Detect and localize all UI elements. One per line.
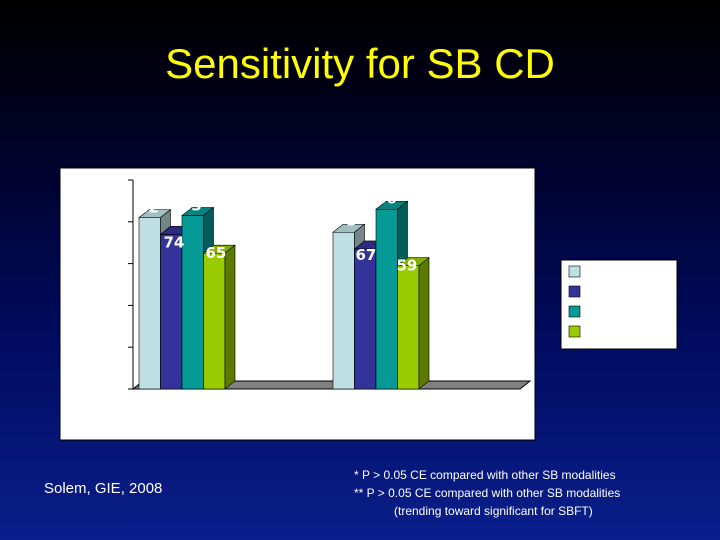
plot-area-background bbox=[59, 167, 536, 441]
y-tick-label: 0% bbox=[103, 382, 127, 398]
legend-box bbox=[560, 259, 678, 350]
y-tick-label: 40% bbox=[93, 298, 127, 314]
bar-cte-2 bbox=[332, 231, 355, 390]
legend-swatch bbox=[568, 305, 581, 318]
category-label: Present** bbox=[336, 420, 417, 438]
data-label: 59 bbox=[397, 257, 418, 275]
footnote-trend: (trending toward significant for SBFT) bbox=[394, 504, 593, 518]
bar-cte-1 bbox=[138, 217, 161, 390]
data-label: 75 bbox=[336, 211, 357, 229]
legend-swatch bbox=[568, 265, 581, 278]
y-tick-label: 80% bbox=[93, 215, 127, 231]
legend-label: Ileoscopy bbox=[585, 285, 660, 301]
data-label: 67 bbox=[356, 246, 377, 264]
y-tick-label: 100% bbox=[84, 173, 127, 189]
category-label: CD bbox=[171, 400, 194, 418]
legend-label: CE bbox=[585, 305, 605, 321]
legend-label: SBFT bbox=[585, 325, 625, 341]
bar-side-sbft-2 bbox=[418, 257, 430, 390]
data-label: 86 bbox=[376, 189, 397, 207]
footnote-active: * P > 0.05 CE compared with other SB mod… bbox=[354, 468, 616, 482]
bar-ce-1 bbox=[181, 215, 204, 390]
data-label: 83 bbox=[181, 197, 202, 215]
bar-sbft-1 bbox=[203, 252, 226, 390]
y-tick-label: 60% bbox=[93, 257, 127, 273]
footnote-present: ** P > 0.05 CE compared with other SB mo… bbox=[354, 486, 621, 500]
legend-swatch bbox=[568, 325, 581, 338]
legend-label: CTE bbox=[585, 265, 614, 281]
bar-sbft-2 bbox=[397, 265, 420, 390]
data-label: 82 bbox=[138, 199, 159, 217]
bar-ce-2 bbox=[375, 208, 398, 390]
category-label: Active* bbox=[153, 420, 214, 438]
data-label: 65 bbox=[206, 244, 227, 262]
bar-side-sbft-1 bbox=[224, 244, 236, 390]
data-label: 74 bbox=[164, 233, 185, 251]
y-tick-label: 20% bbox=[93, 340, 127, 356]
citation: Solem, GIE, 2008 bbox=[44, 480, 163, 497]
slide-title: Sensitivity for SB CD bbox=[165, 40, 555, 87]
legend-swatch bbox=[568, 285, 581, 298]
bar-ileoscopy-1 bbox=[160, 234, 183, 390]
bar-ileoscopy-2 bbox=[354, 248, 377, 390]
category-label: CD bbox=[365, 400, 388, 418]
